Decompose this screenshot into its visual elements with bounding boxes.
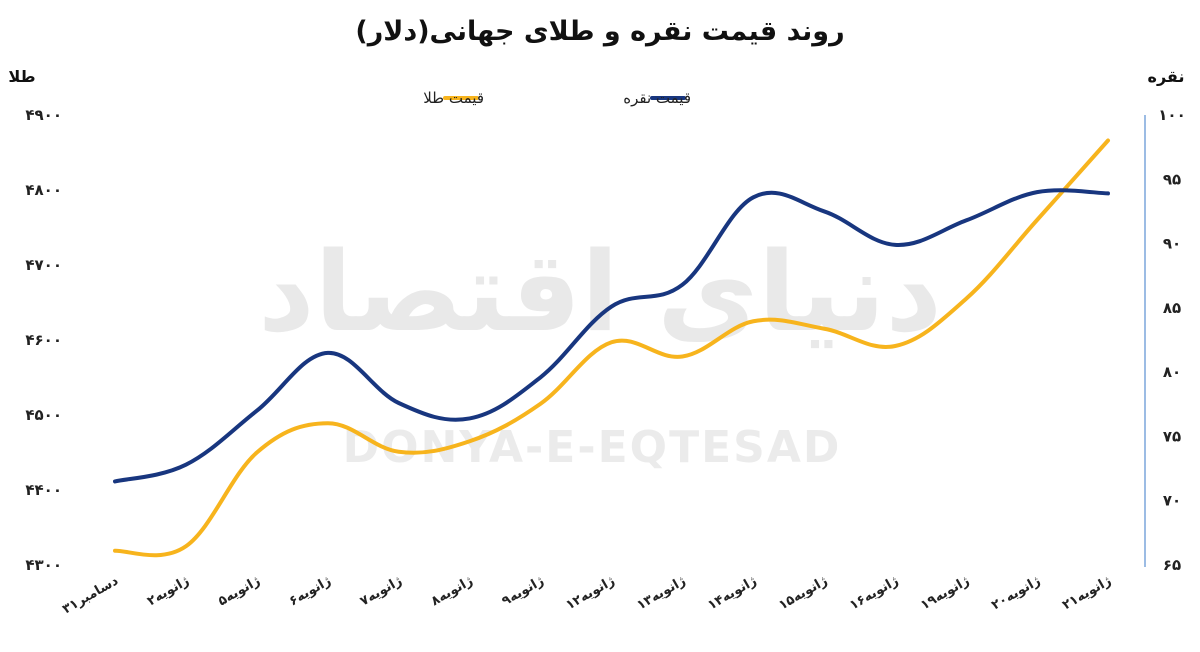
right-tick-label: ۷۵	[1163, 427, 1181, 445]
x-tick-label: ۱۴ژانویه	[705, 573, 759, 613]
legend-silver-label: قیمت نقره	[623, 89, 691, 107]
left-tick-label: ۴۷۰۰	[25, 256, 62, 274]
right-tick-label: ۹۵	[1163, 170, 1181, 188]
x-tick-label: ۱۲ژانویه	[564, 573, 618, 613]
right-tick-label: ۸۰	[1163, 363, 1181, 381]
watermark-latin: DONYA-E-EQTESAD	[343, 422, 842, 473]
left-tick-label: ۴۴۰۰	[25, 481, 62, 499]
watermark-persian: دنیای اقتصاد	[258, 228, 942, 356]
right-tick-label: ۸۵	[1163, 299, 1181, 317]
left-tick-label: ۴۹۰۰	[25, 106, 62, 124]
series-layer	[113, 138, 1110, 558]
x-tick-label: ۱۹ژانویه	[918, 573, 972, 613]
left-tick-label: ۴۸۰۰	[25, 181, 62, 199]
right-tick-label: ۶۵	[1163, 556, 1181, 574]
right-axis-ticks: ۶۵ ۷۰ ۷۵ ۸۰ ۸۵ ۹۰ ۹۵ ۱۰۰	[1158, 106, 1185, 574]
left-tick-label: ۴۶۰۰	[25, 331, 62, 349]
x-tick-label: ۸ژانویه	[429, 573, 476, 609]
x-tick-label: ۲ژانویه	[145, 573, 192, 609]
x-tick-label: ۲۱ژانویه	[1060, 573, 1114, 613]
legend-gold-label: قیمت طلا	[423, 89, 484, 107]
left-axis-title: طلا	[8, 67, 35, 86]
left-axis-ticks: ۴۳۰۰ ۴۴۰۰ ۴۵۰۰ ۴۶۰۰ ۴۷۰۰ ۴۸۰۰ ۴۹۰۰	[25, 106, 62, 574]
x-tick-label: ۱۵ژانویه	[776, 573, 830, 613]
x-tick-label: ۱۶ژانویه	[847, 573, 901, 613]
series-line-silver	[113, 188, 1110, 484]
chart-title: روند قیمت نقره و طلای جهانی(دلار)	[355, 16, 844, 47]
right-tick-label: ۷۰	[1163, 492, 1181, 510]
right-tick-label: ۹۰	[1163, 235, 1181, 253]
x-tick-label: ۱۳ژانویه	[634, 573, 688, 613]
left-tick-label: ۴۳۰۰	[25, 556, 62, 574]
x-axis-ticks: ۳۱دسامبر ۲ژانویه ۵ژانویه ۶ژانویه ۷ژانویه ۸ژان…	[60, 573, 1114, 617]
x-tick-label: ۲۰ژانویه	[989, 573, 1043, 613]
left-tick-label: ۴۵۰۰	[25, 406, 62, 424]
x-tick-label: ۶ژانویه	[287, 573, 334, 609]
series-line-gold	[113, 138, 1110, 558]
x-tick-label: ۵ژانویه	[216, 573, 263, 609]
x-tick-label: ۳۱دسامبر	[60, 573, 121, 617]
x-tick-label: ۹ژانویه	[500, 573, 547, 609]
right-tick-label: ۱۰۰	[1158, 106, 1185, 124]
right-axis-title: نقره	[1148, 67, 1185, 86]
x-tick-label: ۷ژانویه	[358, 573, 405, 609]
